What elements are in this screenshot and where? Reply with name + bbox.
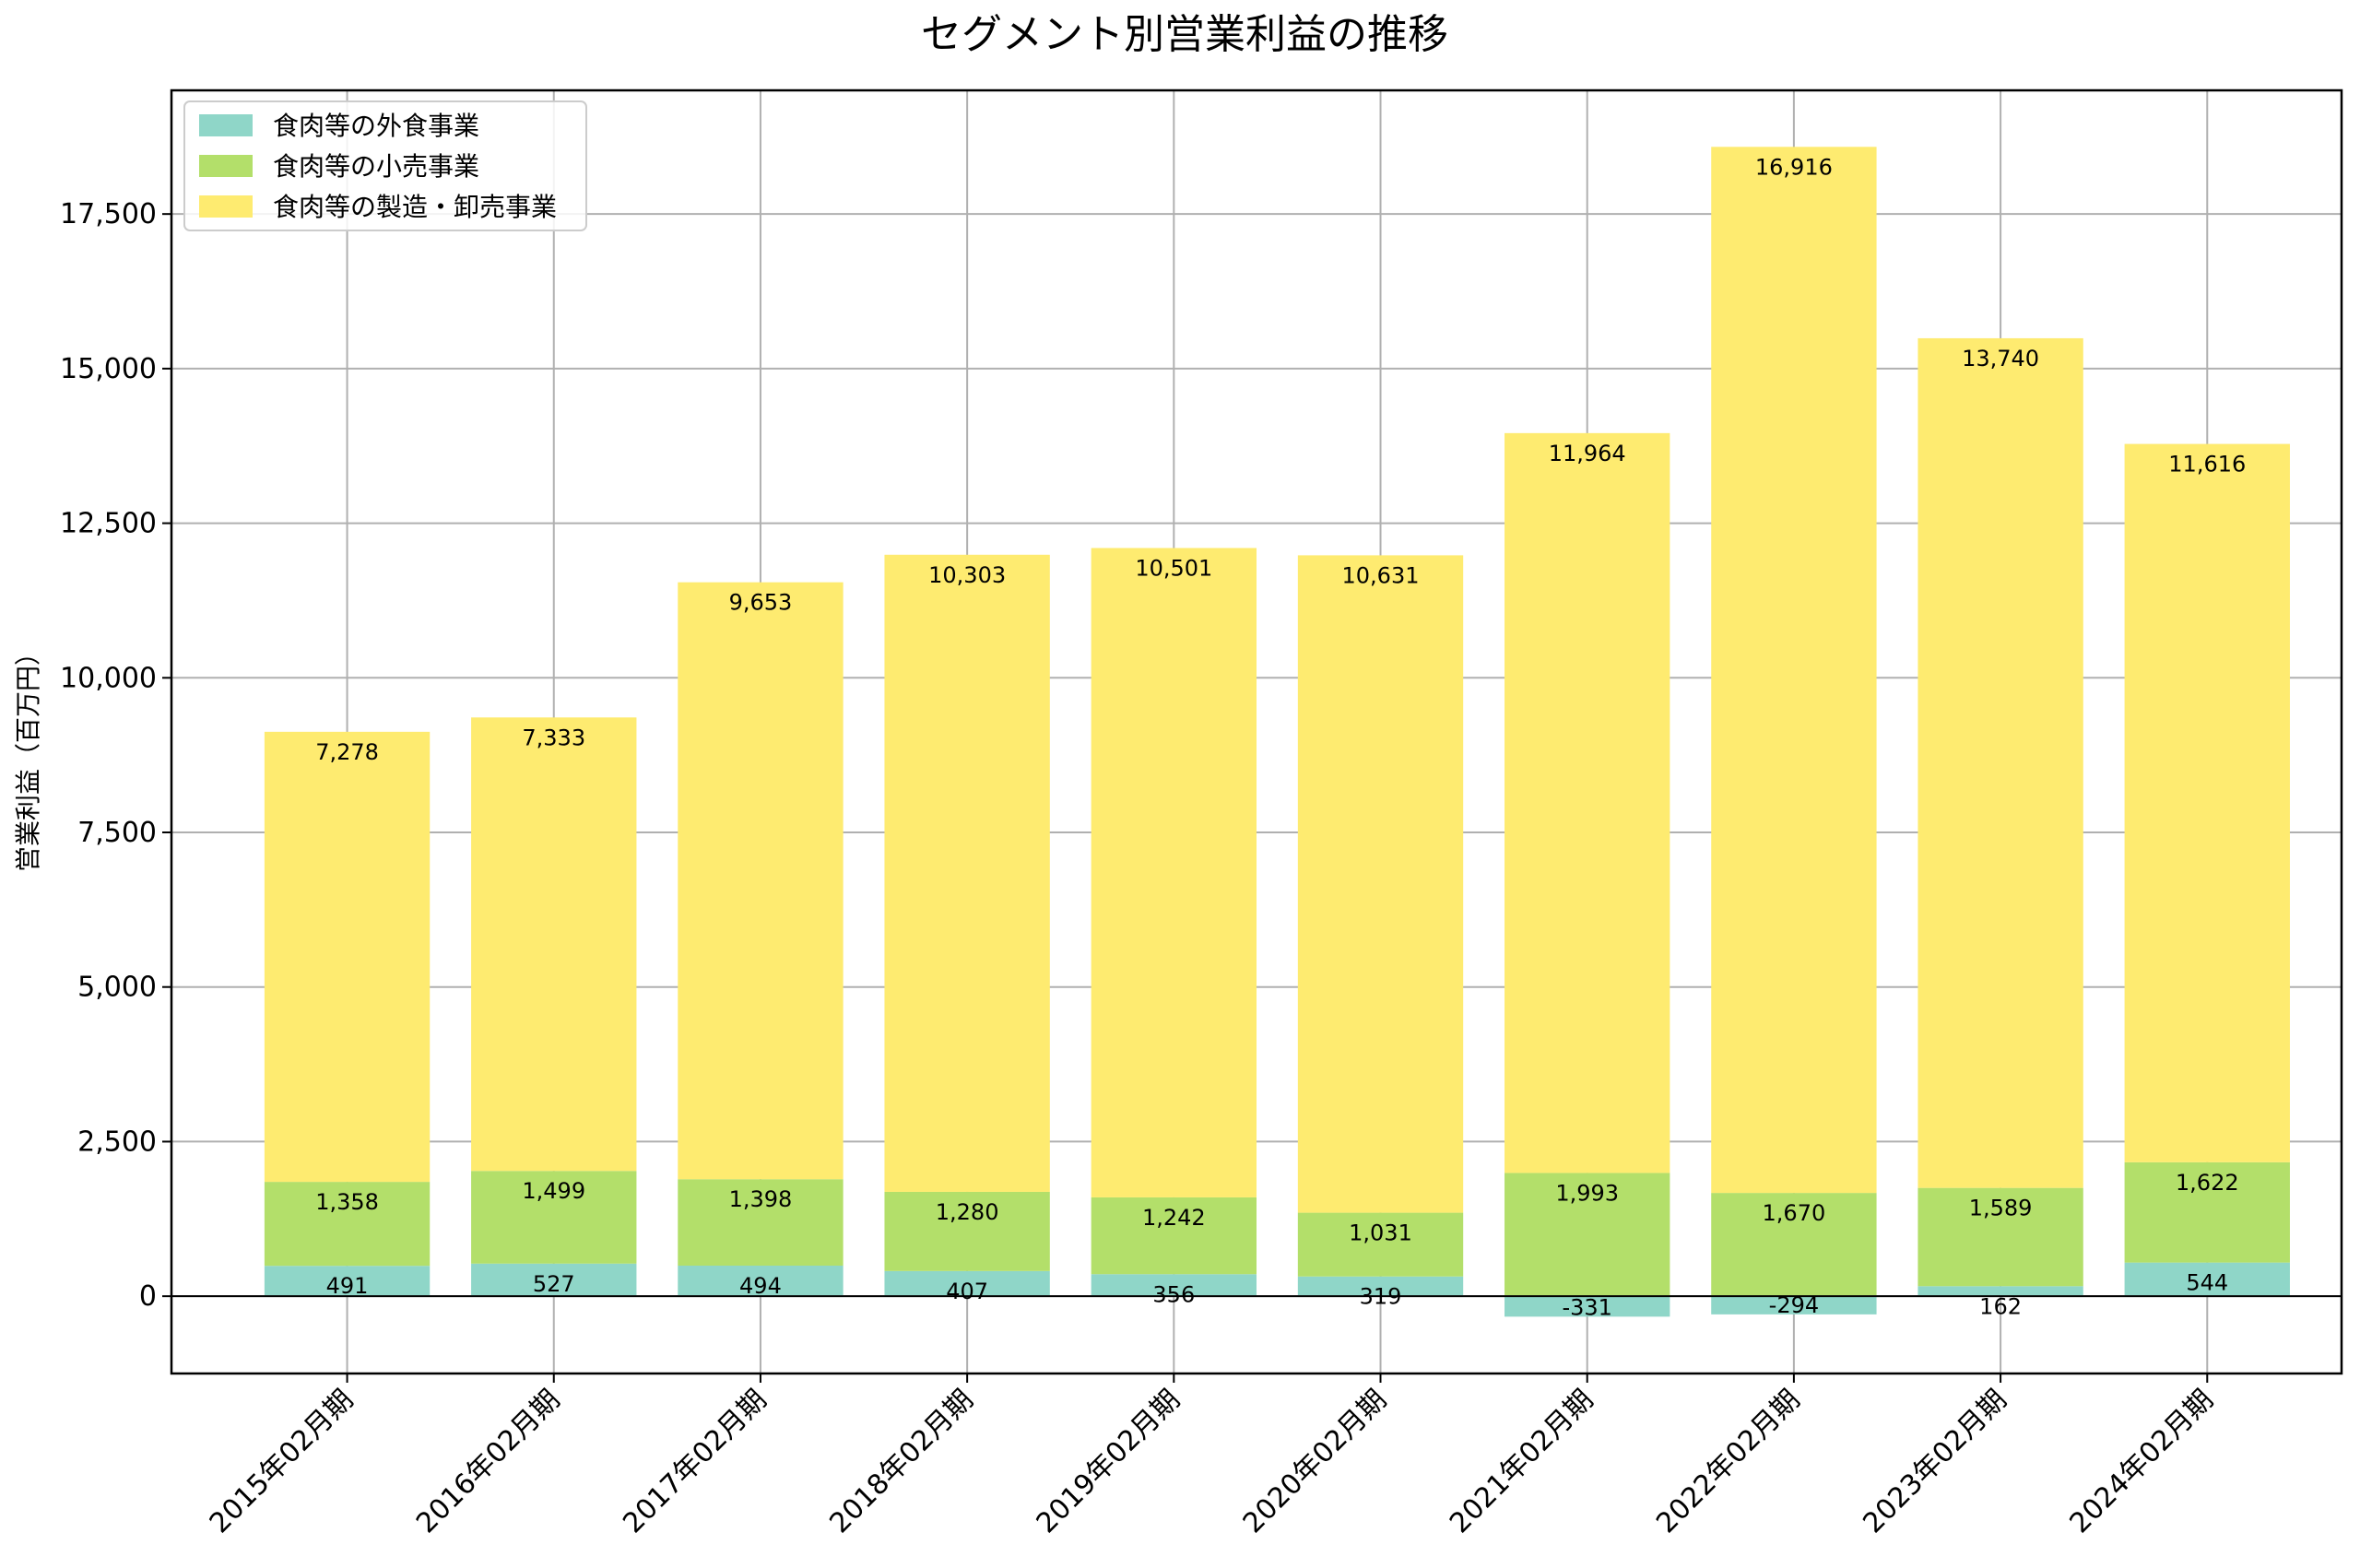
bar-segment <box>264 731 431 1183</box>
bar-segment <box>2124 1161 2290 1263</box>
data-label: 10,631 <box>1342 562 1420 588</box>
x-tick-label: 2021年02月期 <box>1444 1384 1599 1539</box>
data-label: 11,616 <box>2168 452 2246 477</box>
bar-segment <box>1918 1286 2083 1297</box>
bar-segment <box>264 1266 431 1297</box>
bars <box>264 147 2290 1317</box>
bar-segment <box>1918 1187 2083 1287</box>
x-tick-label: 2018年02月期 <box>823 1384 979 1539</box>
data-label: 1,031 <box>1349 1220 1412 1246</box>
y-tick-label: 10,000 <box>60 662 157 694</box>
data-label: 1,242 <box>1142 1205 1206 1231</box>
data-label: 11,964 <box>1549 441 1626 466</box>
bar-segment <box>1091 548 1257 1197</box>
data-label: 1,589 <box>1969 1196 2033 1221</box>
x-tick-label: 2019年02月期 <box>1031 1384 1186 1539</box>
legend-label: 食肉等の外食事業 <box>273 111 479 141</box>
data-label: 1,993 <box>1555 1180 1619 1206</box>
bar-segment <box>1711 1296 1877 1315</box>
data-label: 494 <box>739 1273 782 1299</box>
bar-segment <box>884 1270 1050 1297</box>
bar-segment <box>678 1179 844 1267</box>
data-label: 162 <box>1979 1293 2022 1319</box>
legend-box <box>183 100 587 231</box>
data-label: 1,622 <box>2176 1170 2239 1196</box>
bar-segment <box>1504 432 1670 1173</box>
y-tick-label: 15,000 <box>60 353 157 385</box>
data-label: 407 <box>946 1279 988 1304</box>
x-tick-label: 2017年02月期 <box>617 1384 773 1539</box>
data-label: 7,278 <box>315 739 379 765</box>
bar-segment <box>471 1263 637 1297</box>
data-label: 10,303 <box>928 562 1006 588</box>
bar-segment <box>1297 1276 1464 1297</box>
bar-segment <box>264 1182 431 1267</box>
data-label: 544 <box>2186 1270 2228 1296</box>
y-tick-label: 0 <box>139 1280 157 1313</box>
data-label: 9,653 <box>729 590 793 616</box>
y-tick-label: 12,500 <box>60 508 157 540</box>
x-tick-label: 2016年02月期 <box>410 1384 566 1539</box>
data-label: 527 <box>533 1271 575 1297</box>
data-label: 1,280 <box>936 1199 999 1225</box>
bar-segment <box>2124 1262 2290 1297</box>
bar-segment <box>1504 1296 1670 1317</box>
bar-segment <box>1091 1274 1257 1297</box>
legend-swatch <box>199 155 253 177</box>
bar-segment <box>471 717 637 1172</box>
data-label: -294 <box>1769 1292 1819 1318</box>
bar-segment <box>1504 1173 1670 1297</box>
bar-segment <box>1918 337 2083 1188</box>
bar-segment <box>1711 1193 1877 1297</box>
chart-title: セグメント別営業利益の推移 <box>921 11 1448 58</box>
plot-frame <box>170 88 2343 1375</box>
y-tick-label: 7,500 <box>77 817 157 849</box>
data-label: 1,499 <box>522 1178 585 1204</box>
data-labels: 491 1,358 7,278 527 1,499 7,333 494 1,398 9,653 4… <box>315 154 2246 1320</box>
y-tick-label: 17,500 <box>60 198 157 230</box>
legend-label: 食肉等の小売事業 <box>273 151 479 182</box>
bar-segment <box>1091 1197 1257 1275</box>
x-tick-label: 2015年02月期 <box>204 1384 360 1539</box>
data-label: -331 <box>1562 1294 1611 1320</box>
bar-segment <box>2124 443 2290 1162</box>
bar-segment <box>1297 1212 1464 1277</box>
data-label: 7,333 <box>522 725 585 750</box>
x-tick-label: 2020年02月期 <box>1237 1384 1393 1539</box>
data-label: 1,398 <box>729 1186 793 1212</box>
data-label: 319 <box>1360 1284 1402 1310</box>
bar-segment <box>884 554 1050 1192</box>
data-label: 491 <box>326 1273 369 1299</box>
bar-segment <box>1711 147 1877 1194</box>
legend-swatch <box>199 195 253 218</box>
data-label: 10,501 <box>1135 555 1212 581</box>
bar-segment <box>471 1171 637 1264</box>
data-label: 356 <box>1152 1281 1195 1307</box>
legend-swatch <box>199 114 253 136</box>
bar-segment <box>1297 555 1464 1213</box>
y-tick-label: 5,000 <box>77 972 157 1004</box>
x-tick-label: 2024年02月期 <box>2064 1384 2220 1539</box>
data-label: 16,916 <box>1755 154 1833 180</box>
data-label: 1,670 <box>1763 1200 1826 1226</box>
x-tick-label: 2023年02月期 <box>1857 1384 2012 1539</box>
bar-segment <box>884 1191 1050 1271</box>
bar-segment <box>678 1266 844 1297</box>
x-tick-label: 2022年02月期 <box>1650 1384 1806 1539</box>
y-axis-label: 営業利益（百万円） <box>13 640 43 872</box>
data-label: 1,358 <box>315 1189 379 1215</box>
y-tick-label: 2,500 <box>77 1126 157 1158</box>
bar-segment <box>678 582 844 1180</box>
data-label: 13,740 <box>1962 346 2039 371</box>
legend-label: 食肉等の製造・卸売事業 <box>273 192 557 222</box>
